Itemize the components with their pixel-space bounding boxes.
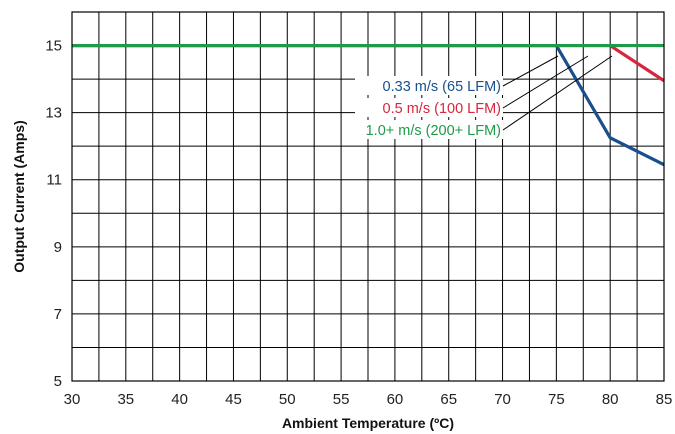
x-tick-label: 65 [440,391,457,408]
y-tick-label: 5 [54,373,62,390]
y-tick-label: 13 [45,105,62,122]
x-axis-title: Ambient Temperature (ºC) [282,415,454,431]
grid [72,12,664,381]
plot-frame [71,11,665,382]
legend-leader-line [502,55,589,109]
y-axis-title: Output Current (Amps) [11,120,27,272]
legend-label-background [355,76,503,95]
legend-label-background [355,98,503,117]
x-tick-label: 80 [602,391,619,408]
y-tick-label: 15 [45,38,62,55]
x-tick-label: 60 [387,391,404,408]
x-tick-label: 85 [656,391,673,408]
x-tick-labels: 30 35 40 45 50 55 60 65 70 75 80 85 [64,391,673,408]
x-tick-label: 45 [225,391,242,408]
legend-leader-line [502,55,613,131]
x-tick-label: 30 [64,391,81,408]
x-tick-label: 75 [548,391,565,408]
y-tick-label: 11 [46,172,62,189]
x-tick-label: 50 [279,391,296,408]
x-tick-label: 40 [171,391,188,408]
legend-label: 1.0+ m/s (200+ LFM) [366,123,501,139]
y-tick-label: 9 [54,239,62,256]
legend: 0.33 m/s (65 LFM) 0.5 m/s (100 LFM) 1.0+ m… [355,55,613,139]
series-lines [72,43,665,167]
y-tick-labels: 5 7 9 11 13 15 [45,38,62,390]
x-tick-label: 35 [117,391,134,408]
legend-label: 0.5 m/s (100 LFM) [383,101,501,117]
legend-label: 0.33 m/s (65 LFM) [383,79,501,95]
y-tick-label: 7 [54,306,62,323]
x-tick-label: 55 [333,391,350,408]
x-tick-label: 70 [494,391,511,408]
legend-label-background [355,120,503,139]
legend-leader-line [502,55,559,87]
